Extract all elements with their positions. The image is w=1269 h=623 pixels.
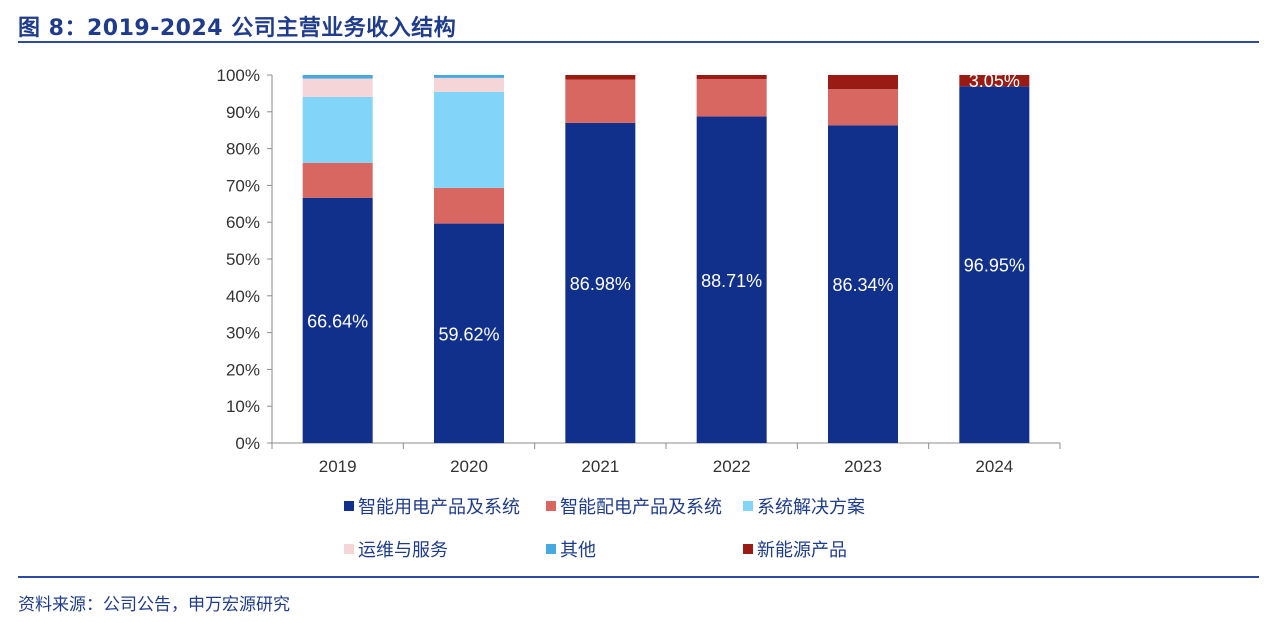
legend-label: 智能配电产品及系统 (560, 497, 722, 518)
data-label: 88.71% (701, 271, 762, 291)
chart-title: 图 8：2019-2024 公司主营业务收入结构 (18, 16, 457, 41)
legend-swatch (546, 501, 556, 511)
data-label: 3.05% (969, 71, 1020, 91)
bar-segment (302, 75, 373, 79)
y-tick-label: 70% (226, 176, 260, 195)
x-tick-label: 2021 (581, 457, 619, 476)
legend-label: 其他 (560, 540, 596, 561)
y-tick-label: 50% (226, 250, 260, 269)
bar-segment (434, 77, 504, 92)
y-tick-label: 40% (226, 287, 260, 306)
legend-label: 智能用电产品及系统 (358, 497, 520, 518)
legend-label: 运维与服务 (358, 540, 448, 561)
legend-swatch (344, 501, 354, 511)
bar-segment (565, 75, 636, 80)
bar-segment (696, 79, 767, 117)
bar-segment (959, 75, 1030, 87)
bar-segment (302, 197, 373, 443)
x-tick-label: 2024 (975, 457, 1013, 476)
bar-segment (302, 162, 373, 198)
stacked-bar-chart: 0% 10% 20% 30% 40% 50% 60% 70% 80% 90% 100% 2019 202… (217, 66, 1061, 561)
x-tick-label: 2022 (713, 457, 751, 476)
y-tick-label: 20% (226, 360, 260, 379)
bar-segment (434, 187, 504, 224)
bar-segment (302, 78, 373, 97)
legend-swatch (743, 544, 753, 554)
legend-label: 系统解决方案 (757, 497, 865, 518)
x-tick-label: 2020 (450, 457, 488, 476)
y-tick-label: 60% (226, 213, 260, 232)
y-tick-label: 100% (217, 66, 260, 85)
data-label: 66.64% (307, 311, 368, 331)
bar-segment (302, 96, 373, 163)
bar-segment (565, 79, 636, 123)
y-tick-label: 80% (226, 140, 260, 159)
legend-label: 新能源产品 (757, 540, 847, 561)
y-tick-label: 10% (226, 397, 260, 416)
bar-segment (828, 75, 898, 90)
legend-swatch (344, 544, 354, 554)
data-label: 59.62% (438, 324, 499, 344)
bar-segment (828, 89, 898, 126)
y-tick-label: 90% (226, 103, 260, 122)
data-label: 86.98% (570, 274, 631, 294)
legend-swatch (546, 544, 556, 554)
bar-segment (828, 125, 898, 443)
source-note: 资料来源：公司公告，申万宏源研究 (18, 595, 290, 615)
footer-divider (18, 576, 1259, 578)
data-label: 86.34% (832, 275, 893, 295)
bar-segment (434, 91, 504, 188)
x-tick-label: 2019 (319, 457, 357, 476)
bar-segment (959, 86, 1030, 443)
title-divider (18, 41, 1259, 43)
bar-segment (696, 116, 767, 443)
x-tick-label: 2023 (844, 457, 882, 476)
data-label: 96.95% (964, 256, 1025, 276)
legend-swatch (743, 501, 753, 511)
y-tick-label: 0% (235, 434, 260, 453)
bar-segment (434, 75, 504, 78)
y-tick-label: 30% (226, 324, 260, 343)
bar-segment (696, 75, 767, 80)
bar-segment (565, 122, 636, 443)
bar-segment (434, 223, 504, 443)
